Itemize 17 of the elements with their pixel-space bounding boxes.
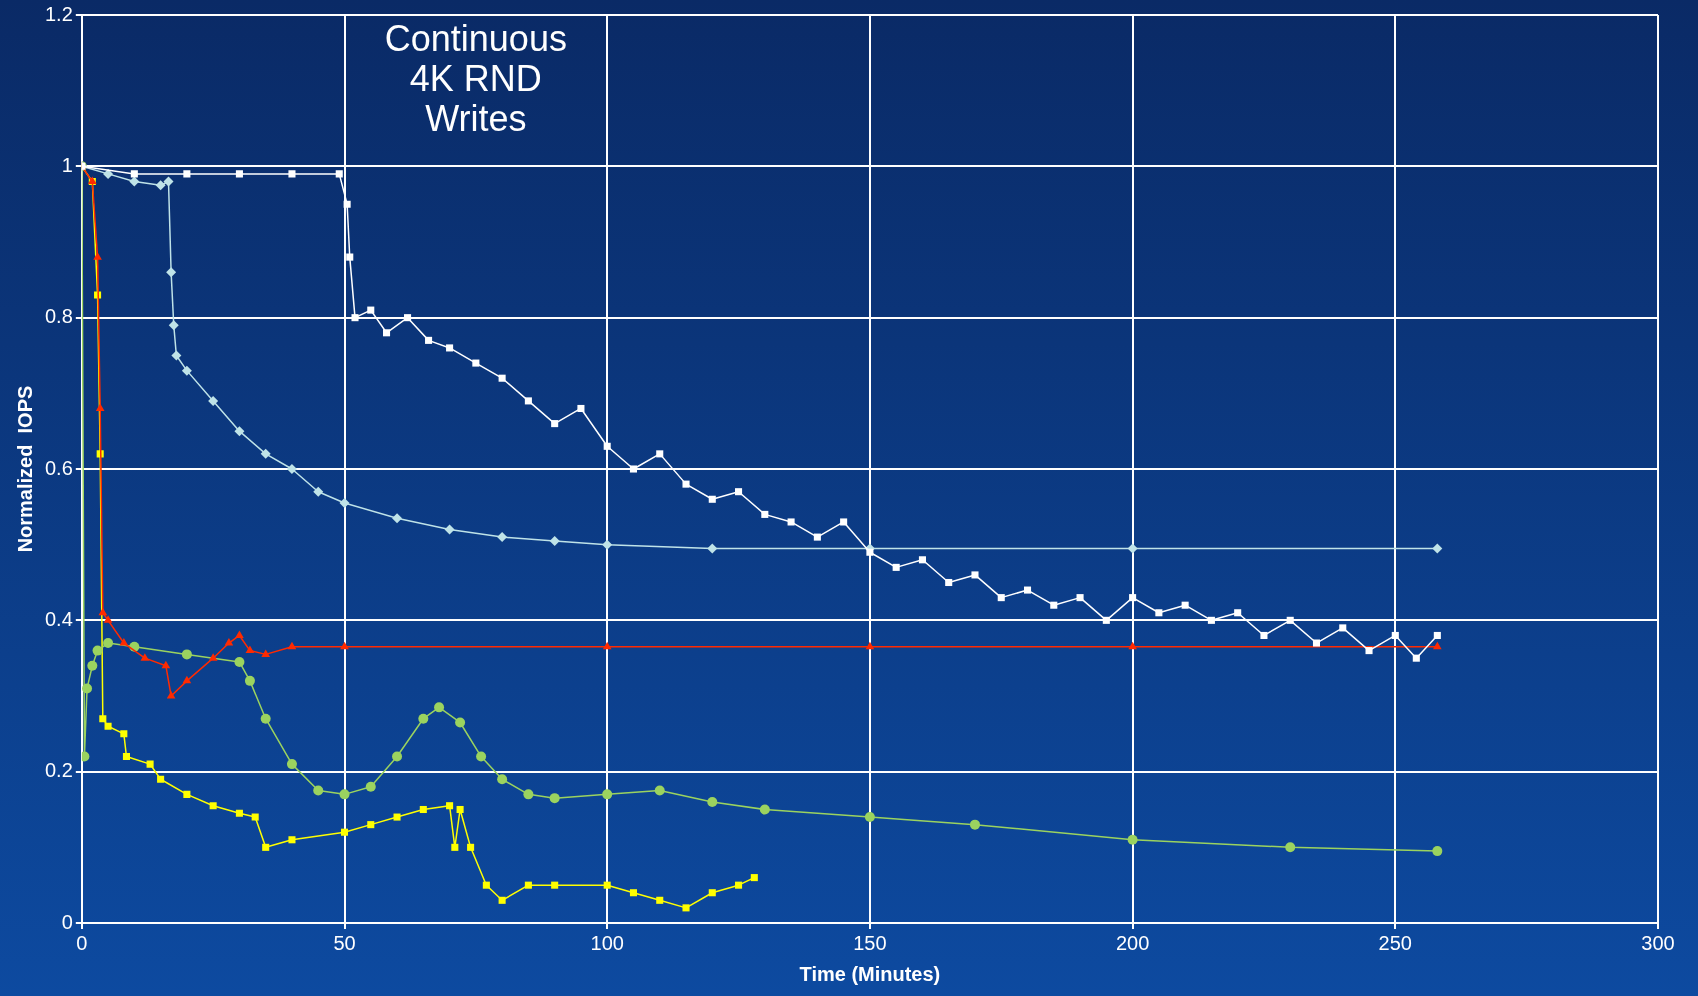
y-tick-label: 0.4 xyxy=(44,607,73,630)
x-tick-label: 250 xyxy=(1378,931,1412,954)
x-tick-label: 200 xyxy=(1115,931,1150,954)
x-tick-label: 0 xyxy=(76,931,88,954)
y-tick-label: 1 xyxy=(61,153,73,176)
x-axis-title: Time (Minutes) xyxy=(799,962,941,985)
x-tick-label: 50 xyxy=(333,931,356,954)
x-tick-label: 100 xyxy=(590,931,624,954)
x-tick-label: 150 xyxy=(853,931,887,954)
x-tick-label: 300 xyxy=(1641,931,1675,954)
y-tick-label: 0.2 xyxy=(44,759,73,782)
y-tick-label: 0 xyxy=(61,910,73,933)
text: Continuous 4K RND Writes xyxy=(384,17,567,139)
y-tick-label: 0.6 xyxy=(44,456,73,479)
y-tick-label: 0.8 xyxy=(44,305,73,328)
y-tick-label: 1.2 xyxy=(44,2,73,25)
y-axis-title: Normalized IOPS xyxy=(13,385,36,553)
